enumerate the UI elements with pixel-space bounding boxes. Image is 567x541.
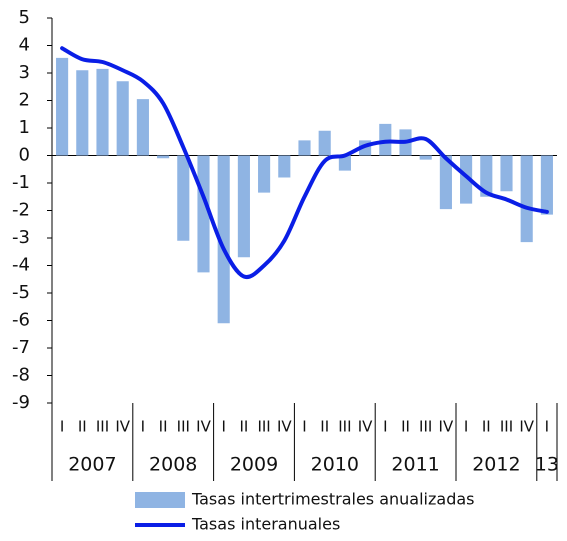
- x-tick-label: IV: [519, 418, 534, 436]
- x-tick-label: I: [464, 418, 468, 436]
- x-tick-label: II: [159, 418, 168, 436]
- bar: [500, 155, 513, 192]
- x-group-label: 2011: [391, 454, 439, 476]
- bar: [157, 155, 170, 159]
- x-tick-label: I: [302, 418, 306, 436]
- x-tick-label: IV: [439, 418, 454, 436]
- x-tick-label: IV: [115, 418, 130, 436]
- y-tick-label: -3: [12, 227, 30, 248]
- x-tick-label: III: [419, 418, 432, 436]
- x-group-label: 2008: [149, 454, 197, 476]
- x-tick-label: IV: [277, 418, 292, 436]
- y-tick-label: 2: [19, 90, 30, 111]
- bar: [460, 155, 473, 204]
- bar: [96, 68, 109, 156]
- line: [60, 46, 549, 280]
- bar: [419, 155, 432, 160]
- bar: [338, 155, 351, 171]
- bar: [136, 99, 149, 156]
- bar: [56, 57, 69, 156]
- x-group-label: 13: [535, 454, 559, 476]
- y-tick-label: 1: [19, 117, 30, 138]
- x-tick-label: IV: [358, 418, 373, 436]
- y-tick-label: 0: [19, 145, 30, 166]
- y-tick-label: 5: [19, 7, 30, 28]
- x-group-label: 2007: [68, 454, 116, 476]
- bar: [379, 123, 392, 156]
- bar: [197, 155, 210, 273]
- y-tick-label: -4: [12, 255, 30, 276]
- y-tick-label: -8: [12, 365, 30, 386]
- x-tick-label: I: [60, 418, 64, 436]
- y-tick-label: -7: [12, 337, 30, 358]
- bar: [540, 155, 553, 215]
- y-tick-label: -5: [12, 282, 30, 303]
- x-tick-label: IV: [196, 418, 211, 436]
- x-tick-label: II: [320, 418, 329, 436]
- bar: [177, 155, 190, 241]
- bar: [258, 155, 271, 193]
- bar: [278, 155, 291, 178]
- legend-label: Tasas interanuales: [191, 515, 340, 534]
- legend-swatch: [135, 492, 185, 508]
- x-group-label: 2010: [311, 454, 359, 476]
- bar: [298, 140, 311, 156]
- bar: [520, 155, 533, 243]
- x-tick-label: III: [177, 418, 190, 436]
- x-tick-label: I: [221, 418, 225, 436]
- y-tick-label: -9: [12, 392, 30, 413]
- bar: [439, 155, 452, 210]
- bar: [217, 155, 230, 324]
- bar: [480, 155, 493, 197]
- x-tick-label: II: [78, 418, 87, 436]
- y-tick-label: -1: [12, 172, 30, 193]
- x-group-label: 2009: [230, 454, 278, 476]
- x-tick-label: III: [500, 418, 513, 436]
- x-tick-label: III: [257, 418, 270, 436]
- bar: [318, 130, 331, 156]
- legend-label: Tasas intertrimestrales anualizadas: [191, 490, 474, 509]
- x-tick-label: III: [96, 418, 109, 436]
- bar: [76, 70, 89, 156]
- x-tick-label: II: [401, 418, 410, 436]
- x-group-label: 2012: [472, 454, 520, 476]
- y-tick-label: 4: [19, 35, 30, 56]
- x-tick-label: I: [545, 418, 549, 436]
- x-tick-label: I: [141, 418, 145, 436]
- y-tick-label: 3: [19, 62, 30, 83]
- y-tick-label: -6: [12, 310, 30, 331]
- y-tick-label: -2: [12, 200, 30, 221]
- x-tick-label: II: [482, 418, 491, 436]
- x-tick-label: II: [239, 418, 248, 436]
- x-tick-label: I: [383, 418, 387, 436]
- x-tick-label: III: [338, 418, 351, 436]
- bar: [237, 155, 250, 258]
- bar: [116, 81, 129, 156]
